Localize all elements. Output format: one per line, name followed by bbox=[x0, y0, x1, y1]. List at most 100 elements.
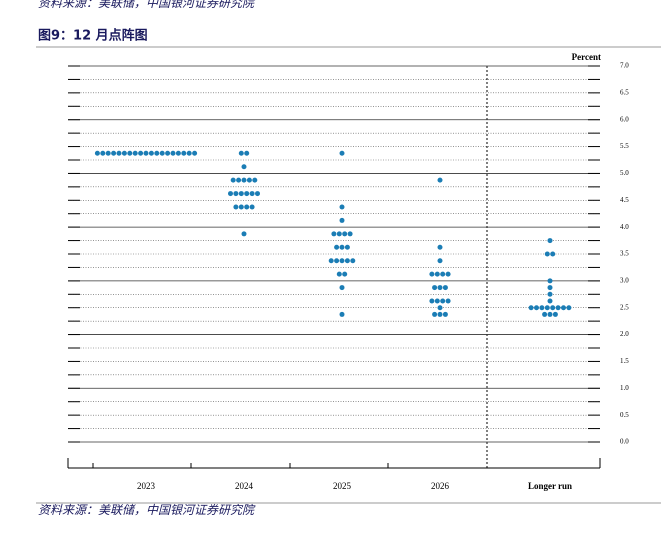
dot bbox=[552, 311, 558, 317]
dot bbox=[445, 298, 451, 304]
dot bbox=[238, 150, 244, 156]
dot bbox=[334, 244, 340, 250]
dot bbox=[138, 150, 144, 156]
x-tick-label: 2023 bbox=[137, 481, 156, 491]
dot bbox=[241, 177, 247, 183]
dot bbox=[339, 258, 345, 264]
dot bbox=[170, 150, 176, 156]
dot bbox=[339, 150, 345, 156]
dot bbox=[339, 285, 345, 291]
dot bbox=[244, 191, 250, 197]
dot bbox=[154, 150, 160, 156]
dot bbox=[339, 217, 345, 223]
dot bbox=[442, 285, 448, 291]
dot bbox=[547, 291, 553, 297]
dot bbox=[528, 305, 534, 311]
x-tick-label: 2024 bbox=[235, 481, 254, 491]
dot bbox=[331, 231, 337, 237]
dot bbox=[230, 177, 236, 183]
dot bbox=[342, 271, 348, 277]
y-tick-label: 3.5 bbox=[620, 250, 629, 258]
dot bbox=[116, 150, 122, 156]
dot bbox=[255, 191, 260, 197]
dot bbox=[334, 258, 340, 264]
dot bbox=[186, 150, 192, 156]
dot bbox=[432, 285, 438, 291]
dot bbox=[241, 231, 247, 237]
y-tick-label: 4.5 bbox=[620, 196, 629, 204]
dot bbox=[165, 150, 171, 156]
dot bbox=[228, 191, 233, 197]
dot bbox=[236, 177, 242, 183]
y-tick-label: 2.5 bbox=[620, 303, 629, 311]
dot bbox=[252, 177, 258, 183]
dot bbox=[437, 244, 443, 250]
dot bbox=[544, 305, 550, 311]
dot bbox=[566, 305, 572, 311]
dot bbox=[336, 231, 342, 237]
dot bbox=[159, 150, 165, 156]
dot bbox=[111, 150, 117, 156]
dot bbox=[437, 311, 443, 317]
dot bbox=[534, 305, 539, 311]
dot bbox=[547, 285, 553, 291]
dot bbox=[550, 251, 556, 257]
dot bbox=[432, 311, 438, 317]
y-tick-label: 1.5 bbox=[620, 357, 629, 365]
dot bbox=[143, 150, 149, 156]
dot bbox=[181, 150, 187, 156]
dot bbox=[437, 258, 443, 264]
dot bbox=[547, 311, 553, 317]
dot bbox=[550, 305, 556, 311]
y-tick-label: 1.0 bbox=[620, 384, 629, 392]
y-tick-label: 3.0 bbox=[620, 276, 629, 284]
header-source: 资料来源：美联储，中国银河证券研究院 bbox=[38, 0, 256, 10]
dot bbox=[344, 244, 350, 250]
dot bbox=[342, 231, 348, 237]
dot bbox=[544, 251, 550, 257]
dot bbox=[246, 177, 252, 183]
y-tick-label: 5.0 bbox=[620, 169, 629, 177]
dot bbox=[132, 150, 138, 156]
x-tick-label: 2025 bbox=[333, 481, 352, 491]
x-tick-label: 2026 bbox=[431, 481, 450, 491]
dot bbox=[238, 204, 244, 210]
dot bbox=[547, 278, 553, 284]
y-tick-label: 0.5 bbox=[620, 411, 629, 419]
y-tick-label: 6.5 bbox=[620, 88, 629, 96]
dot bbox=[339, 204, 345, 210]
dot bbox=[339, 311, 345, 317]
dot bbox=[127, 150, 133, 156]
dot bbox=[249, 204, 255, 210]
dot bbox=[148, 150, 154, 156]
dot bbox=[547, 298, 553, 304]
dot bbox=[561, 305, 566, 311]
footer-source: 资料来源：美联储，中国银河证券研究院 bbox=[38, 503, 256, 517]
y-tick-label: 0.0 bbox=[620, 438, 629, 446]
dot bbox=[241, 164, 247, 170]
y-tick-label: 5.5 bbox=[620, 142, 629, 150]
dot bbox=[434, 298, 440, 304]
dot bbox=[105, 150, 111, 156]
dot bbox=[555, 305, 561, 311]
y-tick-label: 4.0 bbox=[620, 223, 629, 231]
dot bbox=[175, 150, 181, 156]
dot bbox=[344, 258, 350, 264]
dot bbox=[445, 271, 451, 277]
dot bbox=[100, 150, 106, 156]
dot bbox=[442, 311, 448, 317]
dot bbox=[244, 150, 250, 156]
dot bbox=[192, 150, 198, 156]
dot bbox=[437, 285, 443, 291]
dot bbox=[429, 298, 435, 304]
dot bbox=[339, 244, 345, 250]
dot bbox=[547, 238, 553, 244]
dot bbox=[233, 204, 239, 210]
dot bbox=[429, 271, 435, 277]
dot bbox=[440, 271, 446, 277]
dot bbox=[440, 298, 446, 304]
dot bbox=[94, 150, 100, 156]
dot bbox=[249, 191, 255, 197]
dot bbox=[542, 311, 548, 317]
